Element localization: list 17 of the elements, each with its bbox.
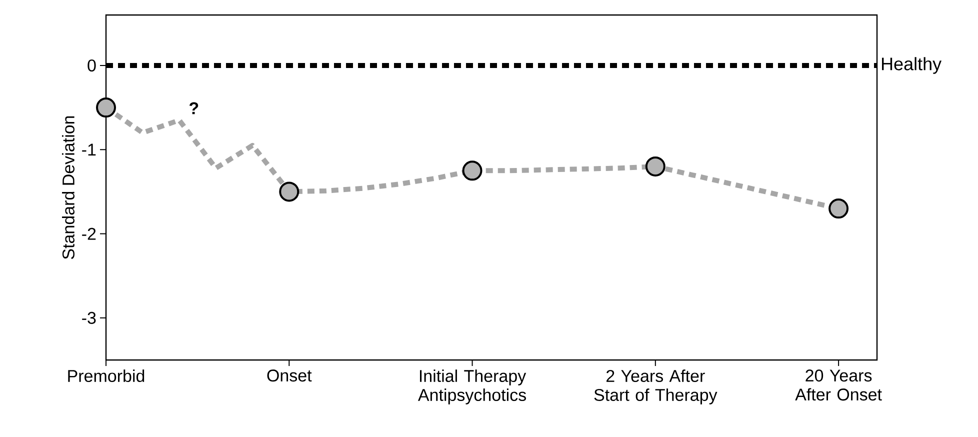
point <box>462 160 482 181</box>
x-tick-label: 2 Years After Start of Therapy <box>594 370 718 404</box>
y-tick-label: -2 <box>82 228 96 240</box>
x-tick-label: Onset <box>267 370 312 382</box>
point <box>645 156 666 176</box>
annotation: ? <box>189 102 198 114</box>
y-tick-label: 0 <box>88 59 96 72</box>
x-tick-label: Initial Therapy Antipsychotics <box>418 370 526 404</box>
x-tick-label: Premorbid <box>68 370 144 382</box>
x-tick-label: 20 Years After Onset <box>795 370 882 401</box>
point <box>828 198 849 219</box>
y-tick-label: -1 <box>82 144 96 156</box>
y-axis-title: Standard Deviation <box>62 116 74 260</box>
ref-line-label: Healthy <box>882 57 942 74</box>
point <box>279 182 300 202</box>
point <box>96 98 116 118</box>
y-tick-label: -3 <box>82 312 96 324</box>
